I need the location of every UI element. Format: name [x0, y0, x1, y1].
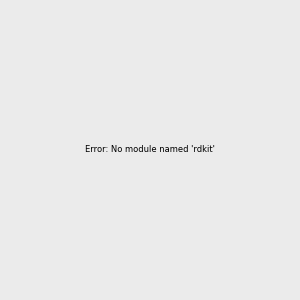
Text: Error: No module named 'rdkit': Error: No module named 'rdkit' — [85, 146, 215, 154]
